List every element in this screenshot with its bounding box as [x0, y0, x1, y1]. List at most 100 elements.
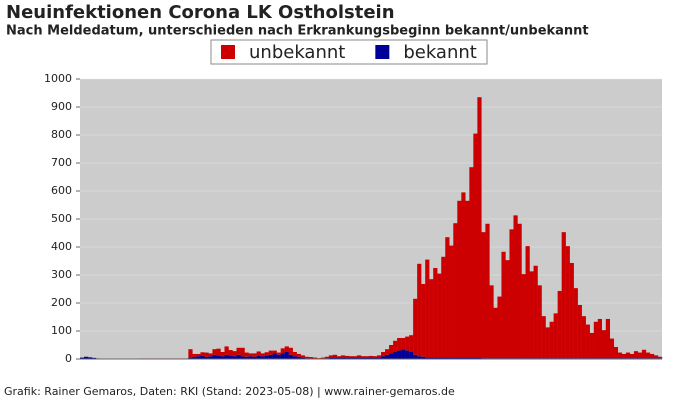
bar-segment: [356, 357, 362, 359]
bar-segment: [397, 338, 402, 351]
bar-segment: [80, 357, 85, 359]
bar-segment: [200, 355, 205, 359]
y-tick-label: 700: [51, 156, 72, 169]
bar-segment: [393, 352, 398, 359]
bar-segment: [377, 357, 382, 359]
bar-segment: [621, 353, 627, 359]
y-tick-label: 300: [51, 268, 72, 281]
y-tick-label: 0: [65, 352, 72, 365]
bar-segment: [629, 353, 635, 359]
bar-segment: [348, 357, 354, 359]
bar-segment: [352, 356, 358, 358]
bar-segment: [569, 262, 574, 359]
bar-segment: [200, 352, 205, 356]
bar-segment: [260, 353, 265, 357]
bar-segment: [224, 346, 229, 355]
bar-segment: [232, 356, 237, 359]
bar-segment: [381, 356, 386, 359]
bar-segment: [457, 200, 462, 358]
bar-segment: [653, 355, 659, 359]
bar-segment: [220, 356, 225, 359]
bar-segment: [360, 357, 366, 359]
bar-segment: [188, 357, 193, 359]
bar-segment: [373, 357, 378, 359]
bar-segment: [445, 357, 450, 359]
bar-segment: [364, 357, 370, 359]
bar-segment: [284, 352, 289, 359]
bar-segment: [461, 357, 466, 359]
bar-segment: [292, 352, 297, 357]
bar-segment: [633, 351, 639, 359]
bar-segment: [340, 357, 346, 359]
bar-segment: [625, 352, 631, 359]
bar-segment: [276, 354, 281, 359]
bar-segment: [300, 357, 305, 359]
bar-segment: [288, 347, 293, 355]
bar-segment: [421, 283, 426, 357]
bar-segment: [212, 354, 217, 359]
bar-segment: [409, 335, 414, 352]
y-tick-label: 100: [51, 324, 72, 337]
bar-segment: [461, 192, 466, 358]
y-tick-label: 200: [51, 296, 72, 309]
bar-segment: [296, 356, 301, 359]
bar-segment: [268, 350, 273, 355]
bar-segment: [296, 353, 301, 357]
bar-segment: [260, 356, 265, 359]
bar-segment: [84, 356, 89, 359]
bar-segment: [240, 347, 245, 357]
bar-segment: [248, 356, 253, 359]
bar-segment: [585, 324, 590, 359]
chart-subtitle: Nach Meldedatum, unterschieden nach Erkr…: [6, 24, 589, 39]
bar-segment: [453, 357, 458, 359]
bar-segment: [573, 288, 578, 359]
bar-segment: [637, 352, 643, 359]
bar-segment: [553, 313, 558, 359]
y-tick-label: 600: [51, 184, 72, 197]
bar-segment: [188, 349, 193, 358]
bar-segment: [473, 133, 478, 358]
bar-segment: [657, 356, 663, 359]
bar-segment: [344, 355, 350, 358]
bar-segment: [256, 351, 261, 356]
bar-segment: [268, 354, 273, 359]
bar-segment: [216, 355, 221, 359]
bar-segment: [605, 318, 611, 359]
y-tick-label: 1000: [44, 72, 72, 85]
bar-segment: [385, 349, 390, 355]
bar-segment: [525, 246, 530, 359]
bar-segment: [236, 347, 241, 355]
bar-segment: [445, 237, 450, 358]
bar-segment: [280, 353, 285, 359]
bar-segment: [589, 332, 594, 359]
bar-segment: [597, 318, 602, 359]
bar-segment: [328, 357, 334, 359]
bar-segment: [244, 356, 249, 359]
bar-segment: [537, 285, 542, 359]
bar-segment: [280, 348, 285, 354]
bar-segment: [493, 307, 498, 359]
bar-segment: [240, 356, 245, 359]
bar-segment: [336, 356, 342, 358]
bar-segment: [601, 330, 607, 359]
legend-label: bekannt: [403, 42, 477, 63]
bar-segment: [224, 354, 229, 359]
bar-segment: [208, 353, 213, 357]
bar-segment: [481, 232, 486, 359]
bar-segment: [236, 354, 241, 359]
bar-segment: [312, 357, 318, 359]
bar-segment: [649, 353, 655, 359]
bar-segment: [228, 350, 233, 356]
bar-segment: [441, 357, 446, 359]
bar-segment: [549, 321, 554, 359]
bar-segment: [300, 355, 305, 358]
bar-segment: [437, 357, 442, 359]
bar-segment: [368, 355, 374, 358]
y-tick-label: 400: [51, 240, 72, 253]
bar-segment: [545, 327, 550, 359]
bar-segment: [617, 352, 623, 359]
footer: Grafik: Rainer Gemaros, Daten: RKI (Stan…: [4, 385, 455, 398]
bar-segment: [409, 352, 414, 359]
bar-segment: [344, 357, 350, 359]
bar-segment: [417, 263, 422, 357]
